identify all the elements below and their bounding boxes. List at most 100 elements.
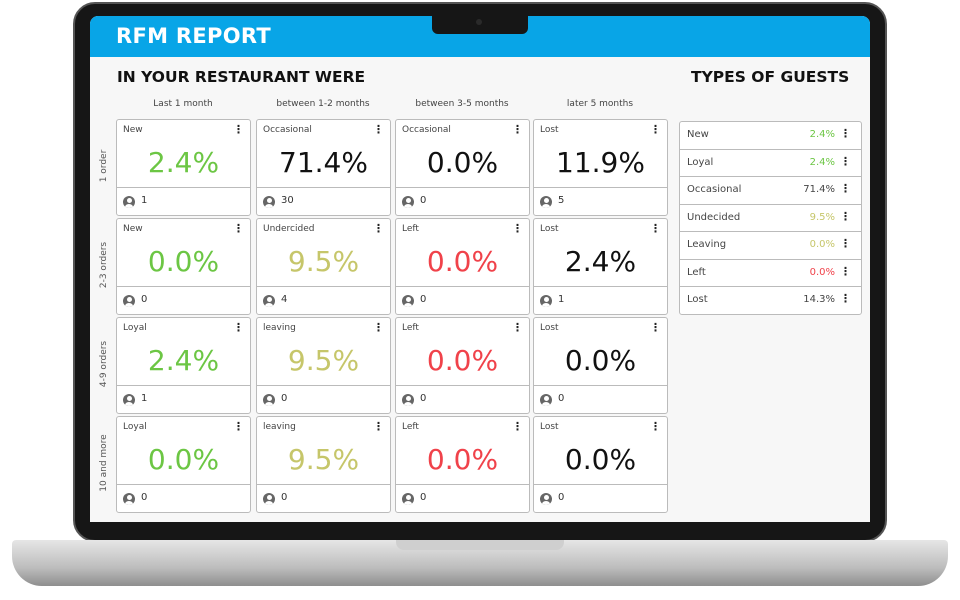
row-header: 10 and more (99, 434, 109, 492)
guest-count: 0 (420, 492, 427, 503)
row-header: 1 order (99, 149, 109, 183)
user-circle-icon (123, 295, 135, 307)
more-vertical-icon[interactable]: ⋮ (512, 420, 523, 433)
more-vertical-icon[interactable]: ⋮ (373, 420, 384, 433)
more-vertical-icon[interactable]: ⋮ (233, 321, 244, 334)
guest-type-row[interactable]: New 2.4% ⋮ (680, 122, 861, 150)
types-title: TYPES OF GUESTS (691, 68, 850, 86)
guest-count: 0 (281, 393, 288, 404)
segment-card[interactable]: leaving ⋮ 9.5% 0 (256, 317, 391, 414)
segment-card[interactable]: Lost ⋮ 11.9% 5 (533, 119, 668, 216)
segment-label: New (123, 224, 143, 234)
segment-label: Undercided (263, 224, 315, 234)
card-footer: 1 (117, 385, 250, 414)
segment-percent: 9.5% (287, 443, 360, 476)
user-circle-icon (402, 196, 414, 208)
guest-type-percent: 0.0% (809, 239, 835, 250)
segment-card[interactable]: New ⋮ 2.4% 1 (116, 119, 251, 216)
guest-type-name: Left (687, 266, 706, 278)
guest-type-row[interactable]: Left 0.0% ⋮ (680, 260, 861, 287)
guest-count: 0 (420, 393, 427, 404)
more-vertical-icon[interactable]: ⋮ (512, 222, 523, 235)
guest-type-row[interactable]: Undecided 9.5% ⋮ (680, 205, 861, 232)
guest-type-name: Lost (687, 294, 708, 305)
guest-type-row[interactable]: Loyal 2.4% ⋮ (680, 150, 861, 177)
segment-card[interactable]: Loyal ⋮ 2.4% 1 (116, 317, 251, 414)
card-footer: 1 (534, 286, 667, 315)
segment-label: New (123, 125, 143, 135)
more-vertical-icon[interactable]: ⋮ (840, 237, 851, 250)
guest-count: 0 (558, 393, 565, 404)
row-header: 4-9 orders (99, 340, 109, 388)
segment-card[interactable]: Undercided ⋮ 9.5% 4 (256, 218, 391, 315)
segment-card[interactable]: leaving ⋮ 9.5% 0 (256, 416, 391, 513)
segment-label: Occasional (402, 125, 451, 135)
guest-count: 5 (558, 195, 565, 206)
segment-percent: 2.4% (147, 344, 220, 377)
more-vertical-icon[interactable]: ⋮ (840, 292, 851, 305)
guest-count: 4 (281, 294, 288, 305)
guest-type-percent: 2.4% (809, 129, 835, 140)
laptop-lid-notch (396, 540, 564, 550)
more-vertical-icon[interactable]: ⋮ (650, 123, 661, 136)
segment-percent: 2.4% (147, 146, 220, 179)
segment-card[interactable]: Left ⋮ 0.0% 0 (395, 218, 530, 315)
segment-card[interactable]: Lost ⋮ 2.4% 1 (533, 218, 668, 315)
guest-type-name: Leaving (687, 239, 727, 250)
segment-card[interactable]: Occasional ⋮ 71.4% 30 (256, 119, 391, 216)
more-vertical-icon[interactable]: ⋮ (840, 209, 851, 223)
guest-count: 1 (141, 195, 148, 206)
more-vertical-icon[interactable]: ⋮ (233, 420, 244, 433)
guest-type-name: New (687, 129, 709, 140)
segment-label: Lost (540, 422, 559, 432)
segment-percent: 2.4% (564, 245, 637, 278)
guest-count: 0 (420, 195, 427, 206)
user-circle-icon (263, 394, 275, 406)
more-vertical-icon[interactable]: ⋮ (233, 123, 244, 136)
more-vertical-icon[interactable]: ⋮ (650, 222, 661, 235)
segment-card[interactable]: Occasional ⋮ 0.0% 0 (395, 119, 530, 216)
segment-card[interactable]: Lost ⋮ 0.0% 0 (533, 317, 668, 414)
guest-type-row[interactable]: Occasional 71.4% ⋮ (680, 177, 861, 205)
segment-percent: 0.0% (564, 344, 637, 377)
card-footer: 4 (257, 286, 390, 315)
camera-icon (476, 19, 482, 25)
card-footer: 0 (257, 484, 390, 513)
card-footer: 0 (117, 286, 250, 315)
segment-percent: 0.0% (147, 245, 220, 278)
more-vertical-icon[interactable]: ⋮ (373, 123, 384, 136)
more-vertical-icon[interactable]: ⋮ (373, 222, 384, 235)
user-circle-icon (402, 394, 414, 406)
guest-count: 0 (141, 492, 148, 503)
more-vertical-icon[interactable]: ⋮ (840, 127, 851, 140)
more-vertical-icon[interactable]: ⋮ (233, 222, 244, 235)
user-circle-icon (540, 493, 552, 505)
segment-card[interactable]: Lost ⋮ 0.0% 0 (533, 416, 668, 513)
card-footer: 1 (117, 187, 250, 216)
segment-card[interactable]: Left ⋮ 0.0% 0 (395, 416, 530, 513)
more-vertical-icon[interactable]: ⋮ (650, 420, 661, 433)
more-vertical-icon[interactable]: ⋮ (650, 321, 661, 334)
more-vertical-icon[interactable]: ⋮ (840, 264, 851, 278)
segment-percent: 0.0% (147, 443, 220, 476)
more-vertical-icon[interactable]: ⋮ (512, 123, 523, 136)
more-vertical-icon[interactable]: ⋮ (512, 321, 523, 334)
more-vertical-icon[interactable]: ⋮ (373, 321, 384, 334)
segment-card[interactable]: New ⋮ 0.0% 0 (116, 218, 251, 315)
card-footer: 0 (396, 484, 529, 513)
guest-count: 0 (420, 294, 427, 305)
guest-type-name: Occasional (687, 184, 742, 195)
guest-type-name: Loyal (687, 156, 714, 168)
guest-type-percent: 71.4% (803, 184, 835, 195)
more-vertical-icon[interactable]: ⋮ (840, 154, 851, 168)
user-circle-icon (402, 493, 414, 505)
more-vertical-icon[interactable]: ⋮ (840, 182, 851, 195)
guest-type-row[interactable]: Lost 14.3% ⋮ (680, 287, 861, 315)
user-circle-icon (123, 394, 135, 406)
camera-notch (432, 16, 528, 34)
guest-type-row[interactable]: Leaving 0.0% ⋮ (680, 232, 861, 260)
card-footer: 30 (257, 187, 390, 216)
segment-card[interactable]: Loyal ⋮ 0.0% 0 (116, 416, 251, 513)
segment-percent: 0.0% (426, 344, 499, 377)
segment-card[interactable]: Left ⋮ 0.0% 0 (395, 317, 530, 414)
